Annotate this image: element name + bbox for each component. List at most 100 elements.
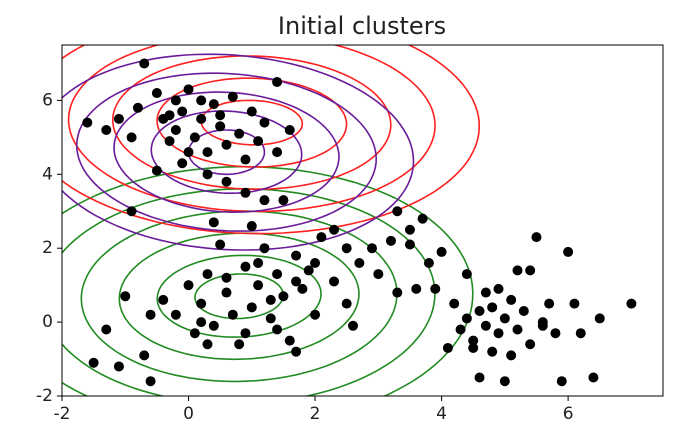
point [272, 76, 283, 87]
point [240, 328, 251, 339]
point [366, 243, 377, 254]
point [215, 239, 226, 250]
point [442, 342, 453, 353]
point [392, 206, 403, 217]
point [240, 187, 251, 198]
point [493, 283, 504, 294]
point [487, 346, 498, 357]
point [499, 313, 510, 324]
contour [62, 188, 436, 396]
point [259, 117, 270, 128]
point [227, 91, 238, 102]
point [196, 113, 207, 124]
point [487, 302, 498, 313]
point [556, 376, 567, 387]
point [430, 283, 441, 294]
contour [113, 91, 340, 214]
contour [194, 273, 284, 320]
point [468, 335, 479, 346]
point [202, 269, 213, 280]
point [468, 342, 479, 353]
point [474, 306, 485, 317]
contour [62, 45, 480, 235]
point [139, 350, 150, 361]
point [113, 113, 124, 124]
point [278, 291, 289, 302]
contour [118, 232, 360, 361]
point [234, 128, 245, 139]
point [493, 328, 504, 339]
point [303, 265, 314, 276]
point [82, 117, 93, 128]
point [544, 298, 555, 309]
point [139, 58, 150, 69]
point [265, 294, 276, 305]
point [499, 376, 510, 387]
x-tick-label: -2 [54, 404, 71, 424]
point [436, 246, 447, 257]
point [569, 298, 580, 309]
point [512, 324, 523, 335]
point [234, 339, 245, 350]
point [227, 309, 238, 320]
point [272, 269, 283, 280]
point [518, 306, 529, 317]
point [404, 239, 415, 250]
point [145, 376, 156, 387]
x-tick-label: 6 [563, 404, 574, 424]
point [423, 257, 434, 268]
point [240, 261, 251, 272]
point [373, 269, 384, 280]
point [291, 346, 302, 357]
point [392, 287, 403, 298]
plot-frame [61, 44, 664, 397]
point [113, 361, 124, 372]
points [82, 58, 637, 387]
point [480, 320, 491, 331]
point [246, 302, 257, 313]
y-tick-label: -2 [36, 386, 53, 406]
point [202, 339, 213, 350]
point [170, 124, 181, 135]
point [329, 276, 340, 287]
contour [62, 53, 415, 251]
point [101, 324, 112, 335]
point [550, 328, 561, 339]
point [329, 224, 340, 235]
point [525, 265, 536, 276]
point [253, 257, 264, 268]
point [183, 84, 194, 95]
point [145, 309, 156, 320]
point [525, 339, 536, 350]
point [246, 106, 257, 117]
point [417, 213, 428, 224]
point [461, 313, 472, 324]
point [170, 309, 181, 320]
y-tick-label: 0 [42, 312, 53, 332]
point [341, 243, 352, 254]
point [208, 99, 219, 110]
point [506, 294, 517, 305]
point [278, 195, 289, 206]
point [310, 257, 321, 268]
y-tick-label: 2 [42, 238, 53, 258]
point [177, 106, 188, 117]
point [404, 224, 415, 235]
point [177, 158, 188, 169]
point [189, 132, 200, 143]
point [183, 147, 194, 158]
point [506, 350, 517, 361]
x-tick-label: 0 [183, 404, 194, 424]
point [563, 246, 574, 257]
point [246, 221, 257, 232]
x-tick-label: 2 [310, 404, 321, 424]
point [196, 95, 207, 106]
point [132, 102, 143, 113]
point [126, 206, 137, 217]
point [537, 320, 548, 331]
point [341, 298, 352, 309]
point [512, 265, 523, 276]
point [170, 95, 181, 106]
point [240, 154, 251, 165]
